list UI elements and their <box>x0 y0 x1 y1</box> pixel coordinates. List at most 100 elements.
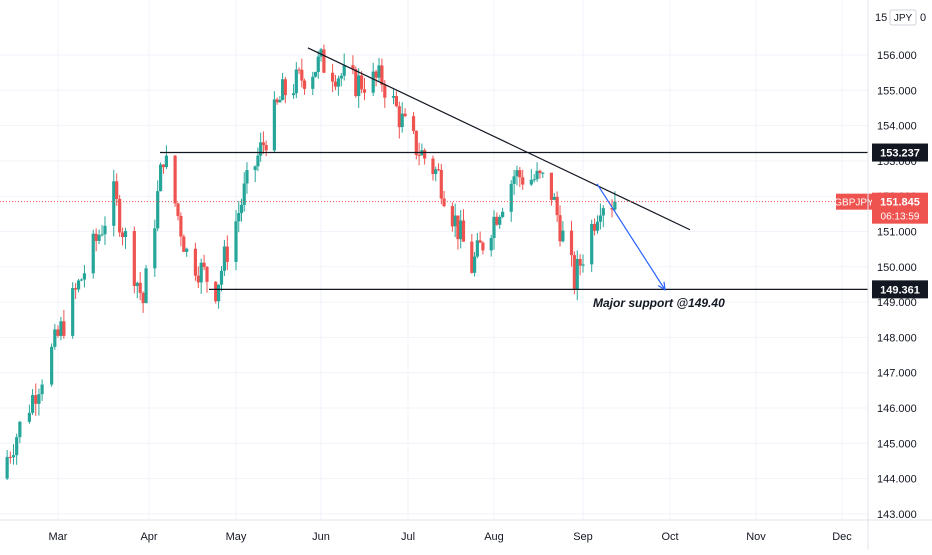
candle-body-47 <box>199 262 203 283</box>
x-tick-label-7: Oct <box>661 531 678 543</box>
x-tick-label-0: Mar <box>49 531 68 543</box>
trendline[interactable] <box>307 47 691 231</box>
x-tick-label-6: Sep <box>573 531 593 543</box>
candle-body-114 <box>461 220 466 242</box>
x-tick-label-4: Jul <box>401 531 415 543</box>
candle-body-135 <box>549 172 554 200</box>
candle-body-92 <box>377 65 381 78</box>
symbol-label: GBPJPY <box>834 198 874 209</box>
candle-body-32 <box>138 282 142 293</box>
x-tick-label-5: Aug <box>484 531 504 543</box>
candle-body-77 <box>316 56 320 72</box>
candle-body-139 <box>561 230 565 242</box>
candle-body-117 <box>475 240 479 257</box>
candle-body-111 <box>453 215 457 227</box>
candle-body-19 <box>82 273 87 280</box>
level-price-label-1: 149.361 <box>880 284 920 296</box>
candle-body-55 <box>234 221 238 262</box>
candle-body-75 <box>311 76 315 89</box>
candle-body-48 <box>202 262 206 267</box>
candle-body-120 <box>489 238 493 251</box>
candle-body-35 <box>153 228 157 269</box>
candle-body-49 <box>205 266 209 282</box>
candle-body-123 <box>498 216 502 225</box>
y-tick-label-top: 15 <box>875 12 887 24</box>
annotation-major-support[interactable]: Major support @149.40 <box>593 296 725 310</box>
candle-body-124 <box>501 211 505 217</box>
candle-body-54 <box>225 246 229 262</box>
candle-body-93 <box>380 65 384 85</box>
level-price-label-0: 153.237 <box>880 148 920 160</box>
candle-body-1 <box>8 456 12 458</box>
candle-body-11 <box>53 329 57 347</box>
candle-body-150 <box>610 208 614 210</box>
candle-body-128 <box>518 170 522 178</box>
candle-body-104 <box>423 150 427 159</box>
candle-body-151 <box>613 201 617 210</box>
projection-arrow-head <box>657 281 666 291</box>
candle-body-99 <box>403 113 407 117</box>
candle-body-148 <box>598 215 602 222</box>
candle-body-129 <box>521 177 525 185</box>
candles <box>5 44 617 481</box>
candle-body-27 <box>118 198 122 233</box>
candle-body-64 <box>264 145 268 151</box>
candle-body-28 <box>120 232 125 238</box>
candle-body-79 <box>322 49 326 73</box>
candle-body-134 <box>541 172 545 174</box>
candle-body-91 <box>374 71 378 78</box>
candle-body-41 <box>176 203 180 216</box>
candle-body-24 <box>103 225 107 235</box>
candle-body-141 <box>572 255 576 290</box>
candle-body-68 <box>281 79 285 101</box>
candle-body-26 <box>115 181 119 199</box>
symbol-tag[interactable] <box>836 193 872 210</box>
y-tick-label-10: 146.000 <box>877 403 917 415</box>
candle-body-146 <box>593 223 597 231</box>
last-price-tag[interactable] <box>872 192 928 224</box>
candle-body-4 <box>18 421 22 438</box>
candle-body-147 <box>595 221 600 231</box>
level-price-tag-1[interactable] <box>872 280 928 299</box>
candle-body-96 <box>394 95 398 107</box>
candle-body-145 <box>590 223 594 265</box>
candle-body-58 <box>242 183 246 205</box>
candle-body-23 <box>100 234 104 236</box>
candle-body-40 <box>173 155 177 204</box>
x-tick-label-9: Dec <box>832 531 852 543</box>
candle-body-51 <box>217 284 221 302</box>
candle-body-116 <box>472 256 477 273</box>
candle-body-36 <box>156 191 160 229</box>
currency-badge[interactable] <box>889 9 917 26</box>
candle-body-43 <box>182 236 186 252</box>
candle-body-87 <box>357 75 361 97</box>
candle-body-122 <box>495 216 499 225</box>
candle-body-31 <box>135 282 139 286</box>
candle-body-56 <box>237 213 241 222</box>
y-tick-label-5: 151.000 <box>877 227 917 239</box>
projection-arrow-line[interactable] <box>596 183 666 291</box>
candle-body-33 <box>141 292 145 304</box>
y-tick-label-3: 153.000 <box>877 156 917 168</box>
candle-body-52 <box>219 270 224 285</box>
candle-body-89 <box>362 89 367 93</box>
candle-body-22 <box>97 234 101 241</box>
candle-body-53 <box>222 246 226 271</box>
countdown-label: 06:13:59 <box>881 212 920 223</box>
candle-body-73 <box>300 69 304 81</box>
last-price-label: 151.845 <box>880 197 920 209</box>
candle-body-80 <box>331 72 335 82</box>
candle-body-45 <box>193 248 197 276</box>
y-tick-label-7: 149.000 <box>877 297 917 309</box>
candle-body-143 <box>578 259 582 266</box>
candle-body-18 <box>79 279 84 281</box>
candle-body-78 <box>319 49 323 57</box>
candle-body-67 <box>278 100 282 103</box>
candle-body-3 <box>15 437 19 456</box>
level-price-tag-0[interactable] <box>872 143 928 162</box>
candle-body-83 <box>339 75 343 79</box>
candle-body-121 <box>492 216 496 239</box>
